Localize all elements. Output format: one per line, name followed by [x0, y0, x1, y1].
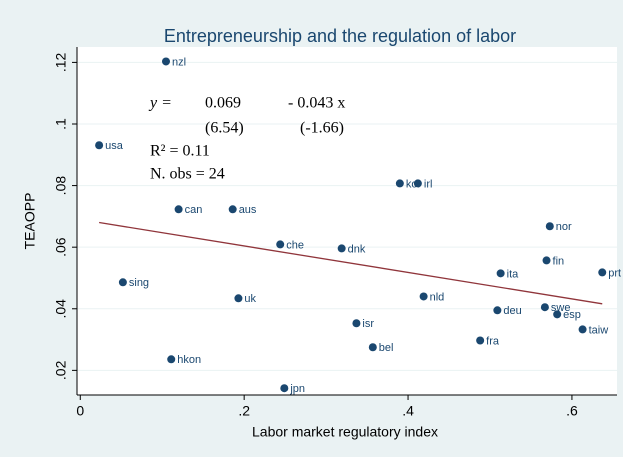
point-label: bel: [379, 342, 394, 354]
point-label: jpn: [289, 383, 305, 395]
point: [161, 57, 170, 66]
point-label: ita: [507, 268, 519, 280]
point-label: nzl: [172, 56, 186, 68]
point: [553, 310, 562, 319]
point-label: esp: [563, 309, 581, 321]
point: [598, 268, 607, 277]
point: [352, 319, 361, 328]
point-label: usa: [105, 140, 124, 152]
point: [174, 205, 183, 214]
fit-t-slope: (-1.66): [300, 120, 344, 137]
point-label: uk: [244, 293, 256, 305]
point: [167, 355, 176, 364]
plot-region: [77, 47, 617, 395]
point: [280, 384, 289, 393]
x-tick-label: .2: [238, 403, 250, 419]
y-tick-label: .12: [53, 52, 69, 72]
point: [395, 179, 404, 188]
y-tick-label: .04: [53, 299, 69, 319]
y-tick-label: .08: [53, 176, 69, 196]
point: [493, 306, 502, 315]
fit-line: [99, 221, 603, 305]
chart-title: Entrepreneurship and the regulation of l…: [164, 26, 516, 46]
fit-slope: - 0.043 x: [288, 95, 345, 112]
point-label: deu: [503, 305, 521, 317]
fit-nobs: N. obs = 24: [150, 166, 225, 183]
point-label: aus: [239, 204, 257, 216]
point: [337, 244, 346, 253]
fit-r2: R² = 0.11: [150, 143, 210, 160]
y-axis-title: TEAOPP: [22, 193, 38, 250]
point: [234, 294, 243, 303]
point-label: hkon: [177, 354, 201, 366]
point-label: isr: [362, 318, 374, 330]
point: [578, 325, 587, 334]
point: [95, 141, 104, 150]
point-label: fin: [553, 255, 565, 267]
x-axis-title: Labor market regulatory index: [252, 424, 438, 440]
x-tick-label: .6: [566, 403, 578, 419]
point-label: fra: [486, 335, 500, 347]
point-label: irl: [424, 178, 433, 190]
point: [496, 269, 505, 278]
fit-y: y =: [148, 95, 172, 112]
fit-intercept: 0.069: [205, 95, 241, 112]
point: [276, 240, 285, 249]
point: [542, 256, 551, 265]
point: [476, 336, 485, 345]
x-tick-label: .4: [402, 403, 414, 419]
y-tick-label: .06: [53, 237, 69, 257]
fit-t-intercept: (6.54): [205, 120, 244, 137]
point: [413, 179, 422, 188]
point-label: nld: [430, 291, 445, 303]
point: [545, 222, 554, 231]
point: [540, 303, 549, 312]
point-label: can: [185, 204, 203, 216]
point-label: che: [286, 239, 304, 251]
point: [368, 343, 377, 352]
point: [228, 205, 237, 214]
x-tick-label: 0: [76, 403, 84, 419]
point-label: taiw: [589, 324, 609, 336]
point: [419, 292, 428, 301]
point-label: nor: [556, 221, 572, 233]
y-tick-label: .02: [53, 360, 69, 380]
point-label: dnk: [348, 243, 366, 255]
annotations: y = 0.069 - 0.043 x (6.54) (-1.66) R² = …: [148, 95, 345, 183]
point: [118, 278, 127, 287]
point-label: prt: [608, 267, 621, 279]
point-label: sing: [129, 277, 149, 289]
y-tick-label: .1: [53, 118, 69, 130]
